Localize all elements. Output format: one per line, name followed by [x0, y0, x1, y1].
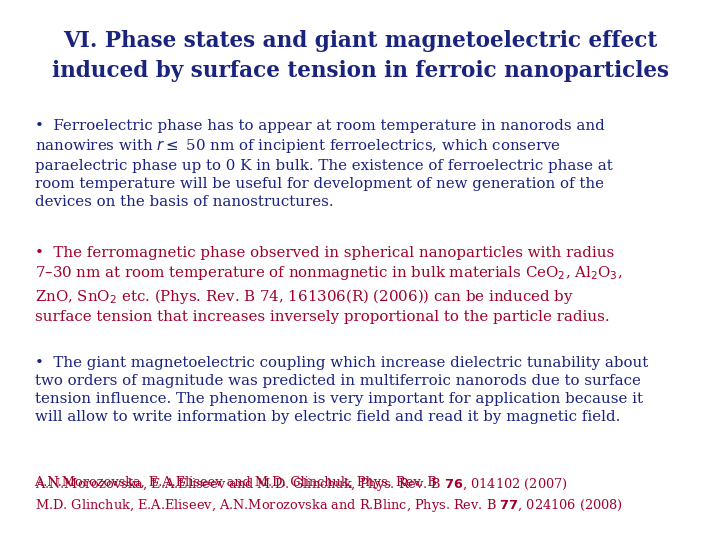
- Text: •  The ferromagnetic phase observed in spherical nanoparticles with radius
7–30 : • The ferromagnetic phase observed in sp…: [35, 246, 622, 324]
- Text: •  Ferroelectric phase has to appear at room temperature in nanorods and
nanowir: • Ferroelectric phase has to appear at r…: [35, 119, 612, 209]
- Text: VI. Phase states and giant magnetoelectric effect: VI. Phase states and giant magnetoelectr…: [63, 30, 657, 51]
- Text: A.N.Morozovska, E.A.Eliseev and M.D. Glinchuk, Phys. Rev. B $\mathbf{76}$, 01410: A.N.Morozovska, E.A.Eliseev and M.D. Gli…: [35, 476, 567, 493]
- Text: M.D. Glinchuk, E.A.Eliseev, A.N.Morozovska and R.Blinc, Phys. Rev. B $\mathbf{77: M.D. Glinchuk, E.A.Eliseev, A.N.Morozovs…: [35, 497, 623, 514]
- Text: induced by surface tension in ferroic nanoparticles: induced by surface tension in ferroic na…: [52, 60, 668, 82]
- Text: •  The giant magnetoelectric coupling which increase dielectric tunability about: • The giant magnetoelectric coupling whi…: [35, 356, 648, 424]
- Text: A.N.Morozovska, E.A.Eliseev and M.D. Glinchuk, Phys. Rev. B: A.N.Morozovska, E.A.Eliseev and M.D. Gli…: [35, 476, 441, 489]
